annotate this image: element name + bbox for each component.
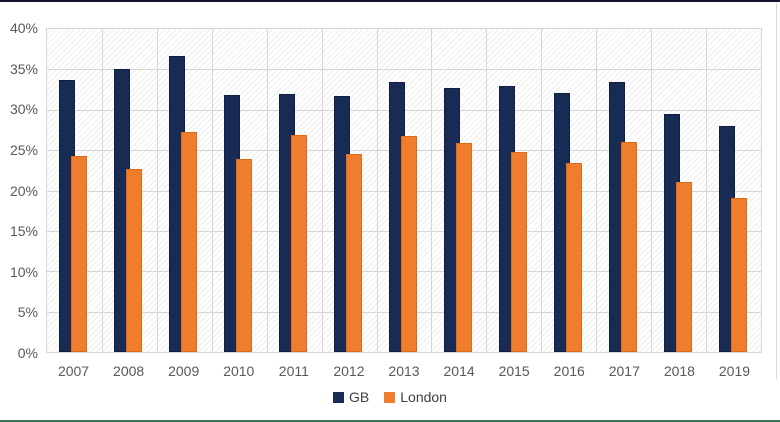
- bar-group-2011: [267, 29, 322, 352]
- gridline-h: [47, 69, 761, 71]
- bar-london-2012: [346, 154, 363, 352]
- x-axis-label: 2018: [663, 363, 695, 379]
- bar-group-2019: [706, 29, 761, 352]
- x-axis-label: 2015: [498, 363, 530, 379]
- gridline-v: [486, 29, 488, 352]
- bar-group-2012: [322, 29, 377, 352]
- bar-london-2011: [291, 134, 308, 352]
- bar-london-2015: [510, 151, 527, 352]
- bar-group-2008: [102, 29, 157, 352]
- bar-london-2013: [400, 136, 417, 352]
- gridline-v: [431, 29, 433, 352]
- gb-legend-swatch: [333, 391, 345, 403]
- x-axis-label: 2011: [278, 363, 309, 379]
- gridline-v: [651, 29, 653, 352]
- x-axis: 2007 2008 2009 2010 2011 2012 2013 2014 2015 2016…: [46, 363, 762, 379]
- y-axis-label: 35%: [9, 60, 38, 77]
- bar-london-2014: [455, 142, 472, 352]
- x-axis-label: 2013: [388, 363, 420, 379]
- y-axis-label: 30%: [9, 101, 38, 118]
- gridline-v: [706, 29, 708, 352]
- bar-london-2019: [730, 197, 747, 352]
- gridline-v: [376, 29, 378, 352]
- y-axis-label: 40%: [9, 20, 38, 36]
- bar-group-2017: [596, 29, 651, 352]
- bar-london-2008: [126, 168, 143, 352]
- x-axis-label: 2009: [168, 363, 200, 379]
- y-axis: 40% 35% 30% 25% 20% 15% 10% 5% 0%: [0, 20, 38, 361]
- legend-item-gb: GB: [333, 389, 369, 405]
- bottom-accent-line: [0, 420, 780, 422]
- gridline-v: [156, 29, 158, 352]
- x-axis-label: 2019: [718, 363, 751, 379]
- legend-item-london: London: [384, 389, 447, 405]
- y-axis-label: 0%: [17, 345, 38, 361]
- london-legend-label: London: [400, 389, 447, 405]
- legend: GB London: [0, 389, 780, 405]
- y-axis-label: 20%: [9, 182, 38, 199]
- x-axis-label: 2017: [608, 363, 640, 379]
- y-axis-label: 25%: [9, 141, 38, 158]
- x-axis-label: 2007: [57, 363, 90, 379]
- bar-group-2013: [377, 29, 432, 352]
- y-axis-label: 15%: [9, 223, 38, 240]
- right-edge-line: [776, 3, 777, 379]
- y-axis-label: 10%: [9, 263, 38, 280]
- x-axis-label: 2016: [553, 363, 585, 379]
- x-axis-label: 2014: [443, 363, 475, 379]
- bar-group-2018: [651, 29, 706, 352]
- gridline-v: [101, 29, 103, 352]
- gridline-v: [541, 29, 543, 352]
- bar-group-2010: [212, 29, 267, 352]
- plot-area: [46, 28, 762, 353]
- bar-london-2018: [675, 181, 692, 352]
- gridline-v: [266, 29, 268, 352]
- gridline-v: [211, 29, 213, 352]
- x-axis-label: 2010: [223, 363, 255, 379]
- bar-london-2009: [181, 131, 198, 352]
- window-top-border: [0, 0, 780, 2]
- bar-group-2015: [486, 29, 541, 352]
- bar-london-2010: [236, 159, 253, 352]
- gb-legend-label: GB: [349, 389, 370, 405]
- bar-london-2007: [71, 155, 88, 352]
- gridline-v: [596, 29, 598, 352]
- london-legend-swatch: [384, 391, 396, 403]
- bar-group-2014: [431, 29, 486, 352]
- bar-group-2007: [47, 29, 102, 352]
- bar-group-2016: [541, 29, 596, 352]
- x-axis-label: 2008: [113, 363, 145, 379]
- x-axis-label: 2012: [333, 363, 365, 379]
- bar-group-2009: [157, 29, 212, 352]
- y-axis-label: 5%: [17, 304, 38, 321]
- bar-london-2016: [565, 163, 582, 352]
- bar-london-2017: [620, 142, 637, 352]
- gridline-v: [321, 29, 323, 352]
